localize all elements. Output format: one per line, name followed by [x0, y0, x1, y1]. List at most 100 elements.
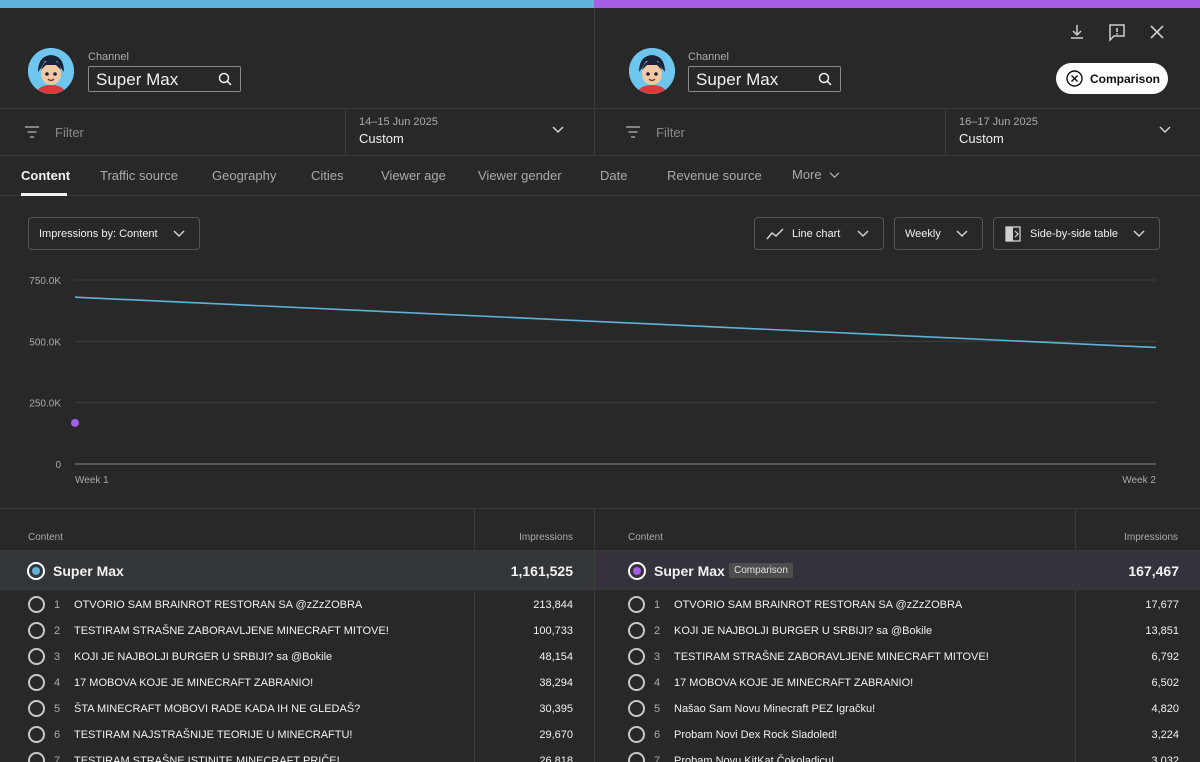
tab-traffic-source[interactable]: Traffic source: [100, 168, 179, 183]
feedback-icon[interactable]: [1107, 22, 1127, 42]
row-rank: 5: [54, 703, 61, 715]
tab-geography[interactable]: Geography: [212, 168, 277, 183]
column-header-content[interactable]: Content: [28, 532, 64, 543]
row-rank: 1: [654, 599, 661, 611]
radio-button[interactable]: [28, 648, 45, 665]
column-header-content[interactable]: Content: [628, 532, 664, 543]
row-video-title[interactable]: TESTIRAM STRAŠNE ZABORAVLJENE MINECRAFT …: [674, 651, 989, 663]
channel-name: Super Max: [96, 70, 179, 89]
tab-viewer-age[interactable]: Viewer age: [381, 168, 446, 183]
row-impressions: 30,395: [539, 703, 573, 715]
row-video-title[interactable]: 17 MOBOVA KOJE JE MINECRAFT ZABRANIO!: [74, 677, 314, 689]
channel-label: Channel: [88, 51, 129, 63]
row-video-title[interactable]: TESTIRAM STRAŠNE ZABORAVLJENE MINECRAFT …: [74, 625, 389, 637]
radio-button[interactable]: [628, 726, 645, 743]
row-video-title[interactable]: KOJI JE NAJBOLJI BURGER U SRBIJI? sa @Bo…: [674, 625, 933, 637]
radio-button[interactable]: [28, 674, 45, 691]
table-row[interactable]: 6 TESTIRAM NAJSTRAŠNIJE TEORIJE U MINECRA…: [0, 721, 594, 747]
table-row[interactable]: 5 ŠTA MINECRAFT MOBOVI RADE KADA IH NE GL…: [0, 695, 594, 721]
channel-search-input[interactable]: Super Max: [88, 66, 241, 92]
filter-icon[interactable]: [24, 125, 40, 139]
table-row[interactable]: 1 OTVORIO SAM BRAINROT RESTORAN SA @zZzZO…: [0, 591, 594, 617]
table-row[interactable]: 7 TESTIRAM STRAŠNE ISTINITE MINECRAFT PRI…: [0, 747, 594, 762]
chart-type-dropdown[interactable]: Line chart: [754, 217, 884, 250]
tab-viewer-gender[interactable]: Viewer gender: [478, 168, 562, 183]
right-filter-bar: Filter 16–17 Jun 2025 Custom: [594, 108, 1200, 156]
total-row[interactable]: Super Max Comparison 167,467: [595, 550, 1200, 590]
radio-button[interactable]: [628, 648, 645, 665]
date-range-picker[interactable]: 16–17 Jun 2025 Custom: [945, 109, 1200, 155]
chart-type-label: Line chart: [792, 228, 841, 240]
row-video-title[interactable]: OTVORIO SAM BRAINROT RESTORAN SA @zZzZOB…: [674, 599, 963, 611]
metric-dropdown[interactable]: Impressions by: Content: [28, 217, 200, 250]
close-icon[interactable]: [1147, 22, 1167, 42]
row-rank: 3: [54, 651, 61, 663]
row-impressions: 48,154: [539, 651, 573, 663]
search-icon[interactable]: [818, 72, 832, 86]
radio-button[interactable]: [628, 674, 645, 691]
channel-search-input[interactable]: Super Max: [688, 66, 841, 92]
table-row[interactable]: 4 17 MOBOVA KOJE JE MINECRAFT ZABRANIO! 6,…: [595, 669, 1200, 695]
column-header-impressions[interactable]: Impressions: [1124, 532, 1178, 543]
tab-date[interactable]: Date: [600, 168, 628, 183]
table-row[interactable]: 7 Probam Novu KitKat Čokoladicu! 3,032: [595, 747, 1200, 762]
row-video-title[interactable]: OTVORIO SAM BRAINROT RESTORAN SA @zZzZOB…: [74, 599, 363, 611]
column-header-impressions[interactable]: Impressions: [519, 532, 573, 543]
row-rank: 3: [654, 651, 661, 663]
row-rank: 2: [54, 625, 61, 637]
row-video-title[interactable]: TESTIRAM NAJSTRAŠNIJE TEORIJE U MINECRAF…: [74, 729, 353, 741]
row-video-title[interactable]: TESTIRAM STRAŠNE ISTINITE MINECRAFT PRIČ…: [74, 755, 340, 762]
table-row[interactable]: 1 OTVORIO SAM BRAINROT RESTORAN SA @zZzZO…: [595, 591, 1200, 617]
table-row[interactable]: 3 KOJI JE NAJBOLJI BURGER U SRBIJI? sa @B…: [0, 643, 594, 669]
radio-button[interactable]: [28, 700, 45, 717]
comparison-badge: Comparison: [729, 563, 793, 578]
date-range-picker[interactable]: 14–15 Jun 2025 Custom: [345, 109, 594, 155]
download-icon[interactable]: [1067, 22, 1087, 42]
radio-button[interactable]: [28, 752, 45, 762]
remove-comparison-button[interactable]: Comparison: [1056, 63, 1168, 94]
row-video-title[interactable]: ŠTA MINECRAFT MOBOVI RADE KADA IH NE GLE…: [74, 703, 361, 715]
filter-icon[interactable]: [625, 125, 641, 139]
chevron-down-icon: [552, 126, 564, 134]
tab-content[interactable]: Content: [21, 168, 71, 183]
table-row[interactable]: 2 TESTIRAM STRAŠNE ZABORAVLJENE MINECRAFT…: [0, 617, 594, 643]
radio-selected[interactable]: [27, 562, 45, 580]
filter-input[interactable]: Filter: [656, 125, 685, 140]
radio-button[interactable]: [28, 596, 45, 613]
table-mode-dropdown[interactable]: Side-by-side table: [993, 217, 1160, 250]
row-rank: 2: [654, 625, 661, 637]
table-row[interactable]: 5 Našao Sam Novu Minecraft PEZ Igračku! 4,…: [595, 695, 1200, 721]
y-tick-label: 750.0K: [29, 276, 61, 287]
row-rank: 4: [654, 677, 661, 689]
table-row[interactable]: 2 KOJI JE NAJBOLJI BURGER U SRBIJI? sa @B…: [595, 617, 1200, 643]
tab-more[interactable]: More: [792, 167, 840, 182]
total-channel-name: Super Max: [53, 563, 124, 579]
table-row[interactable]: 4 17 MOBOVA KOJE JE MINECRAFT ZABRANIO! 38…: [0, 669, 594, 695]
interval-dropdown[interactable]: Weekly: [894, 217, 983, 250]
radio-button[interactable]: [628, 752, 645, 762]
radio-button[interactable]: [628, 596, 645, 613]
radio-button[interactable]: [628, 622, 645, 639]
row-impressions: 4,820: [1151, 703, 1179, 715]
table-row[interactable]: 6 Probam Novi Dex Rock Sladoled! 3,224: [595, 721, 1200, 747]
radio-button[interactable]: [628, 700, 645, 717]
search-icon[interactable]: [218, 72, 232, 86]
filter-input[interactable]: Filter: [55, 125, 84, 140]
radio-button[interactable]: [28, 622, 45, 639]
row-video-title[interactable]: Probam Novu KitKat Čokoladicu!: [674, 755, 835, 762]
row-video-title[interactable]: KOJI JE NAJBOLJI BURGER U SRBIJI? sa @Bo…: [74, 651, 333, 663]
date-range-type: Custom: [359, 131, 404, 146]
row-video-title[interactable]: Probam Novi Dex Rock Sladoled!: [674, 729, 838, 741]
row-video-title[interactable]: Našao Sam Novu Minecraft PEZ Igračku!: [674, 703, 876, 715]
channel-name: Super Max: [696, 70, 779, 89]
table-row[interactable]: 3 TESTIRAM STRAŠNE ZABORAVLJENE MINECRAFT…: [595, 643, 1200, 669]
row-impressions: 13,851: [1145, 625, 1179, 637]
primary-color-bar: [0, 0, 594, 8]
tab-revenue-source[interactable]: Revenue source: [667, 168, 762, 183]
radio-button[interactable]: [28, 726, 45, 743]
row-video-title[interactable]: 17 MOBOVA KOJE JE MINECRAFT ZABRANIO!: [674, 677, 914, 689]
total-row[interactable]: Super Max 1,161,525: [0, 550, 594, 590]
close-circle-icon: [1066, 70, 1083, 87]
radio-selected[interactable]: [628, 562, 646, 580]
tab-cities[interactable]: Cities: [311, 168, 344, 183]
